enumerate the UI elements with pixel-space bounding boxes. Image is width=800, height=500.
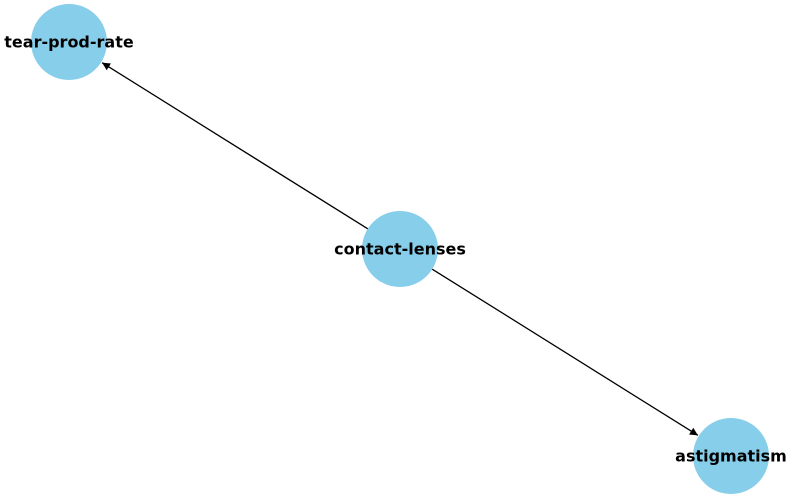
edge-contact-lenses-to-tear-prod-rate [101, 62, 369, 230]
edge-contact-lenses-to-astigmatism [431, 268, 699, 436]
node-astigmatism[interactable]: astigmatism [675, 418, 787, 494]
node-label: astigmatism [675, 447, 787, 466]
node-label: tear-prod-rate [4, 33, 134, 52]
node-tear-prod-rate[interactable]: tear-prod-rate [4, 4, 134, 80]
node-circle [693, 418, 769, 494]
node-contact-lenses[interactable]: contact-lenses [334, 211, 466, 287]
node-circle [362, 211, 438, 287]
node-circle [31, 4, 107, 80]
node-label: contact-lenses [334, 240, 466, 259]
